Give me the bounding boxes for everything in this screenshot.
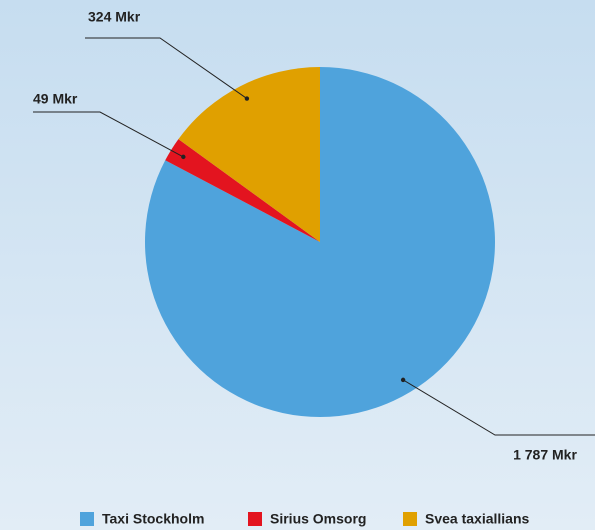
legend-label: Taxi Stockholm — [102, 511, 204, 527]
legend-swatch — [403, 512, 417, 526]
data-label: 49 Mkr — [33, 91, 78, 107]
leader-line — [402, 379, 595, 436]
legend-swatch — [248, 512, 262, 526]
leader-dot — [181, 154, 186, 160]
legend-swatch — [80, 512, 94, 526]
leader-line — [33, 111, 184, 158]
leader-dot — [400, 377, 406, 383]
pie-slice — [178, 67, 320, 242]
leader-line — [85, 37, 248, 99]
legend-label: Sirius Omsorg — [270, 511, 366, 527]
legend-label: Svea taxiallians — [425, 511, 530, 527]
data-label: 1 787 Mkr — [513, 447, 577, 463]
leader-dot — [244, 96, 250, 101]
data-label: 324 Mkr — [88, 9, 141, 25]
pie-slice — [165, 139, 320, 242]
